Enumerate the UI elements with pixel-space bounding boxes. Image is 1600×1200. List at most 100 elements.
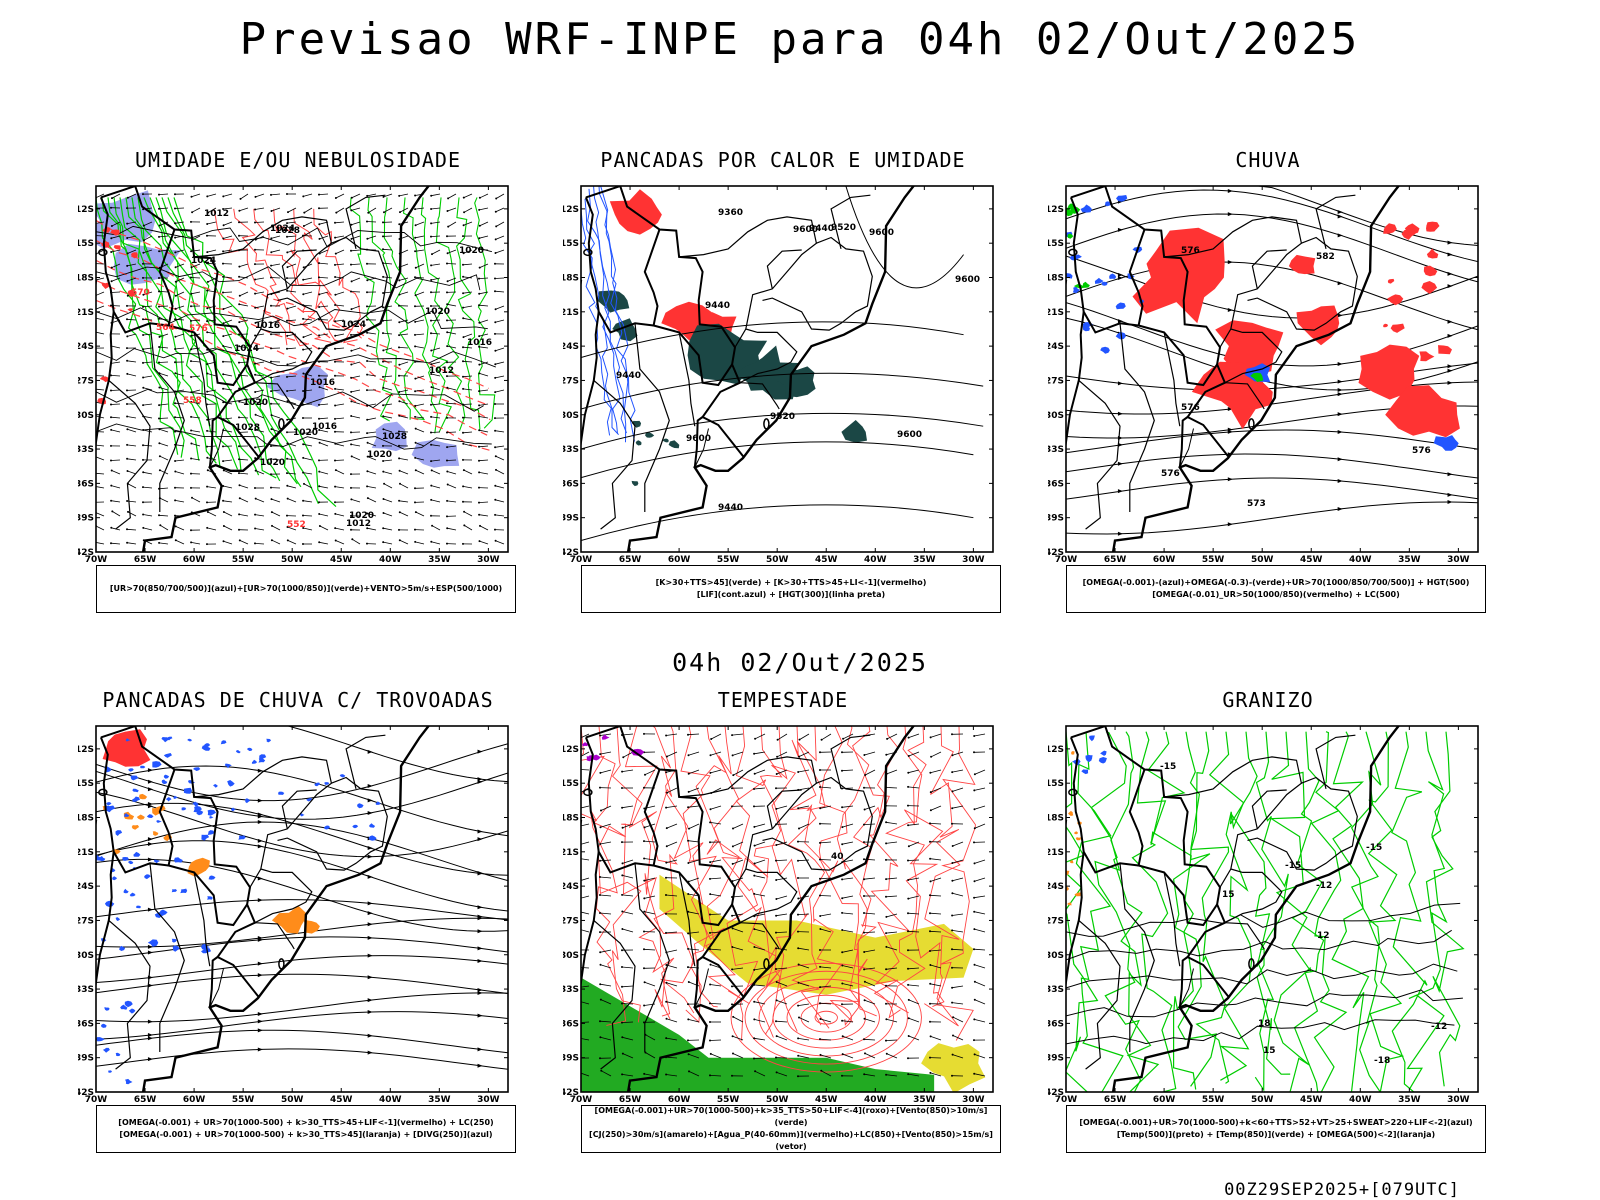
lat-tick-label: 18S — [78, 274, 94, 284]
lon-tick-label: 45W — [1300, 1095, 1323, 1105]
legend-line: [LIF](cont.azul) + [HGT(300)](linha pret… — [696, 590, 886, 599]
lon-tick-label: 70W — [85, 555, 108, 565]
map-frame — [95, 725, 509, 1093]
lon-tick-label: 70W — [85, 1095, 108, 1105]
lat-tick-label: 15S — [78, 239, 94, 249]
lon-tick-label: 60W — [1153, 555, 1176, 565]
lon-tick-label: 40W — [864, 1095, 887, 1105]
lat-tick-label: 36S — [78, 1019, 94, 1029]
lat-tick-label: 24S — [78, 882, 94, 892]
panel-trovoadas: PANCADAS DE CHUVA C/ TROVOADAS 12S 15S 18S 2… — [78, 688, 518, 1158]
lat-tick-label: 12S — [1048, 205, 1064, 215]
legend-line: [Temp(500)](preto) + [Temp(850)](verde) … — [1116, 1130, 1436, 1139]
lat-tick-label: 12S — [78, 205, 94, 215]
contour-label: 9600 — [897, 430, 922, 440]
legend-line: [OMEGA(-0.01)_UR>50(1000/850)(vermelho) … — [1152, 590, 1400, 599]
lat-tick-label: 42S — [563, 548, 579, 558]
main-title: Previsao WRF-INPE para 04h 02/Out/2025 — [239, 14, 1361, 65]
lat-tick-label: 30S — [563, 951, 579, 961]
map-canvas: 582 576 576 576 576 573 12S 15S 18S 21S 24S 27S 30S 3… — [1048, 185, 1479, 565]
panel-title: UMIDADE E/OU NEBULOSIDADE — [134, 148, 462, 172]
legend-line: [K>30+TTS>45](verde) + [K>30+TTS>45+LI<-… — [655, 578, 927, 587]
contour-label: 9440 — [616, 371, 641, 381]
lon-tick-label: 65W — [619, 555, 642, 565]
legend-line: [OMEGA(-0.001) + UR>70(1000-500) + k>30_… — [119, 1130, 493, 1139]
run-id-footer: 00Z29SEP2025+[079UTC] — [1224, 1180, 1460, 1200]
lon-tick-label: 60W — [1153, 1095, 1176, 1105]
lon-tick-label: 55W — [717, 555, 740, 565]
lon-tick-label: 45W — [330, 555, 353, 565]
lat-tick-label: 27S — [563, 376, 579, 386]
lon-tick-label: 65W — [1104, 555, 1127, 565]
contour-label: 576 — [1161, 469, 1180, 479]
contour-label: -15 — [1285, 861, 1301, 871]
lon-tick-label: 40W — [379, 555, 402, 565]
lat-tick-label: 15S — [563, 239, 579, 249]
lat-tick-label: 18S — [78, 814, 94, 824]
panel-title: TEMPESTADE — [717, 688, 849, 712]
lat-tick-label: 39S — [78, 1054, 94, 1064]
legend-box: [OMEGA(-0.001)-(azul)+OMEGA(-0.3)-(verde… — [1066, 565, 1486, 613]
contour-label: -12 — [1316, 881, 1332, 891]
lon-tick-label: 55W — [1202, 1095, 1225, 1105]
lon-tick-label: 35W — [1398, 555, 1421, 565]
panel-granizo: GRANIZO -12 -12 -15 -15 -15 -18 15 15 12 18 12S 15S 1… — [1048, 688, 1488, 1158]
lon-tick-label: 65W — [619, 1095, 642, 1105]
legend-line: [OMEGA(-0.001) + UR>70(1000-500) + k>30_… — [118, 1118, 494, 1127]
lon-tick-label: 70W — [1055, 1095, 1078, 1105]
lon-tick-label: 30W — [1447, 1095, 1470, 1105]
legend-box: [K>30+TTS>45](verde) + [K>30+TTS>45+LI<-… — [581, 565, 1001, 613]
lat-tick-label: 18S — [563, 274, 579, 284]
map-fields: -12 -12 -15 -15 -15 -18 15 15 12 18 — [1066, 726, 1465, 1092]
lat-tick-label: 27S — [78, 376, 94, 386]
lat-tick-label: 24S — [563, 342, 579, 352]
map-frame — [580, 185, 994, 553]
lon-tick-label: 50W — [766, 555, 789, 565]
contour-label: 1016 — [312, 422, 337, 432]
lon-tick-label: 40W — [1349, 1095, 1372, 1105]
map-frame — [580, 725, 994, 1093]
lat-tick-label: 24S — [1048, 882, 1064, 892]
contour-label: 12 — [1317, 931, 1330, 941]
contour-label: 1012 — [204, 209, 229, 219]
contour-label: 15 — [1263, 1046, 1276, 1056]
map-fields: 9520960096009600960096009520944094409440… — [581, 186, 984, 552]
lon-tick-label: 55W — [232, 555, 255, 565]
lon-tick-label: 30W — [962, 555, 985, 565]
lat-tick-label: 12S — [1048, 745, 1064, 755]
contour-label: 9600 — [793, 225, 818, 235]
lon-tick-label: 50W — [281, 1095, 304, 1105]
lon-tick-label: 70W — [1055, 555, 1078, 565]
panel-umidade: UMIDADE E/OU NEBULOSIDADE 1012 1016 1020 102… — [78, 148, 518, 618]
map-frame — [1065, 185, 1479, 553]
contour-label: -18 — [1374, 1056, 1390, 1066]
contour-label: 9520 — [770, 412, 795, 422]
panel-title: CHUVA — [1235, 148, 1301, 172]
panel-tempestade: TEMPESTADE 40 12S 15S 18S 21S 24S 27S 30S 33S 36S 3… — [563, 688, 1003, 1158]
lat-tick-label: 33S — [78, 985, 94, 995]
lon-tick-label: 40W — [1349, 555, 1372, 565]
lon-tick-label: 55W — [232, 1095, 255, 1105]
lon-tick-label: 60W — [183, 1095, 206, 1105]
lon-tick-label: 40W — [379, 1095, 402, 1105]
lat-tick-label: 39S — [563, 1054, 579, 1064]
contour-label: 1020 — [243, 398, 268, 408]
contour-label: 1028 — [275, 226, 300, 236]
lon-tick-label: 35W — [428, 555, 451, 565]
lat-tick-label: 36S — [563, 1019, 579, 1029]
lat-tick-label: 33S — [1048, 445, 1064, 455]
contour-label: 40 — [831, 852, 844, 862]
lat-tick-label: 12S — [78, 745, 94, 755]
contour-label: 1020 — [459, 246, 484, 256]
lat-tick-label: 33S — [563, 445, 579, 455]
lat-tick-label: 39S — [1048, 1054, 1064, 1064]
contour-label: 1020 — [367, 450, 392, 460]
lat-tick-label: 27S — [1048, 916, 1064, 926]
lat-tick-label: 21S — [1048, 308, 1064, 318]
lon-tick-label: 55W — [717, 1095, 740, 1105]
contour-label: 1020 — [293, 428, 318, 438]
legend-line: [OMEGA(-0.001)+UR>70(1000-500)+k>35_TTS>… — [594, 1106, 988, 1127]
lon-tick-label: 35W — [913, 555, 936, 565]
contour-label: 1016 — [255, 321, 280, 331]
lat-tick-label: 36S — [78, 479, 94, 489]
